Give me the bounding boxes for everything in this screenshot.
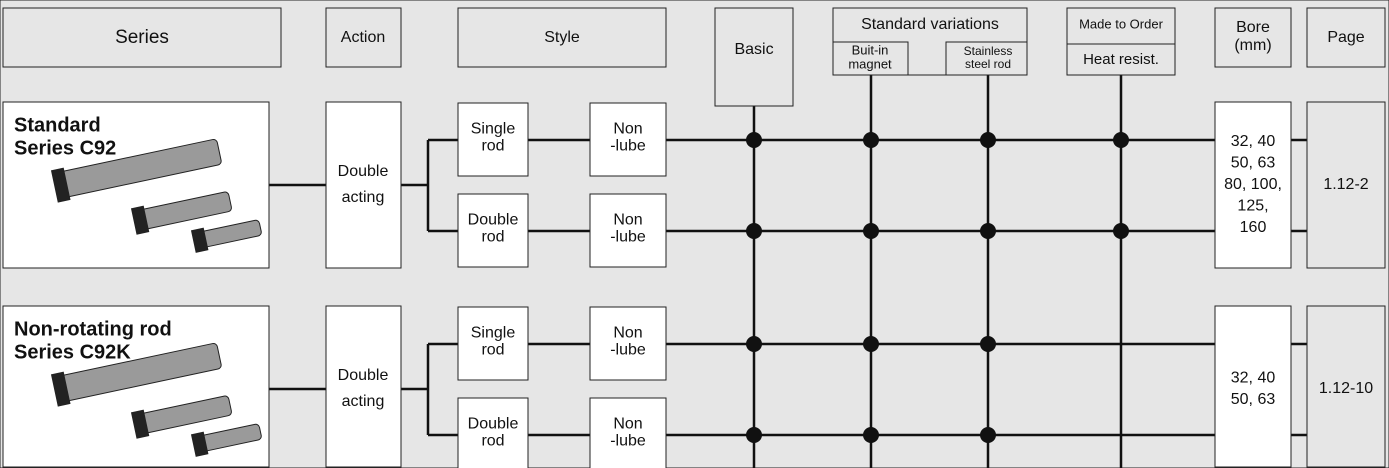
sub-header: Heat resist. [1083, 51, 1159, 68]
header-box [1214, 7, 1292, 68]
series-title: Non-rotating rod [14, 318, 172, 340]
header: Bore [1236, 19, 1270, 36]
header-box [325, 7, 402, 68]
bore-value: 32, 40 [1231, 369, 1276, 386]
availability-dot [863, 132, 879, 148]
style-label: rod [481, 138, 504, 155]
availability-dot [746, 427, 762, 443]
series-title: Series C92 [14, 137, 116, 159]
sub-header-box [832, 41, 909, 76]
lube-label: -lube [610, 433, 646, 450]
style-box [457, 397, 529, 468]
availability-dot [746, 336, 762, 352]
series-title: Standard [14, 114, 101, 136]
availability-dot [980, 427, 996, 443]
bore-value: 50, 63 [1231, 155, 1276, 172]
style-label: rod [481, 433, 504, 450]
page-ref: 1.12-2 [1323, 176, 1368, 193]
header-box [2, 7, 282, 68]
lube-label: Non [613, 325, 642, 342]
page-box [1306, 101, 1386, 269]
page-box [1306, 305, 1386, 468]
availability-dot [980, 132, 996, 148]
action-box [325, 305, 402, 468]
availability-dot [746, 132, 762, 148]
availability-dot [746, 223, 762, 239]
lube-label: -lube [610, 138, 646, 155]
availability-dot [980, 223, 996, 239]
availability-dot [863, 336, 879, 352]
header-box [1306, 7, 1386, 68]
cylinder-cap [130, 409, 150, 439]
header: Made to Order [1079, 16, 1163, 31]
sub-header: steel rod [965, 57, 1011, 71]
availability-dot [863, 223, 879, 239]
style-label: Double [468, 416, 519, 433]
lube-box [589, 306, 667, 381]
lube-box [589, 193, 667, 268]
action-label: acting [342, 189, 385, 206]
action-box [325, 101, 402, 269]
action-label: Double [338, 163, 389, 180]
header: Page [1327, 29, 1364, 46]
style-box [457, 193, 529, 268]
header: Series [115, 27, 169, 48]
action-label: acting [342, 393, 385, 410]
sub-header-box [945, 41, 1028, 76]
sub-header-box [1066, 43, 1176, 76]
lube-label: Non [613, 416, 642, 433]
header: Standard variations [861, 16, 999, 33]
bracket [401, 342, 458, 437]
cylinder-cap [130, 205, 150, 235]
style-label: rod [481, 342, 504, 359]
header: Action [341, 29, 385, 46]
availability-dot [1113, 132, 1129, 148]
header-box [457, 7, 667, 68]
sub-header: magnet [848, 56, 892, 71]
sub-header: Buit-in [852, 42, 889, 57]
bore-value: 50, 63 [1231, 391, 1276, 408]
cylinder-cap [190, 431, 209, 457]
bore-box [1214, 101, 1292, 269]
style-label: Single [471, 325, 516, 342]
availability-dot [980, 336, 996, 352]
cylinder-cap [50, 167, 71, 203]
style-label: rod [481, 229, 504, 246]
style-box [457, 102, 529, 177]
series-title: Series C92K [14, 341, 131, 363]
lube-box [589, 397, 667, 468]
cylinder-cap [50, 371, 71, 407]
availability-dot [1113, 223, 1129, 239]
bore-value: 80, 100, [1224, 176, 1282, 193]
cylinder-cap [190, 227, 209, 253]
header: (mm) [1234, 37, 1271, 54]
bore-value: 160 [1240, 219, 1267, 236]
bore-box [1214, 305, 1292, 468]
bracket [401, 138, 458, 233]
header: Basic [734, 41, 773, 58]
action-label: Double [338, 367, 389, 384]
lube-label: -lube [610, 342, 646, 359]
header: Style [544, 29, 580, 46]
lube-label: Non [613, 212, 642, 229]
header-box [714, 7, 794, 107]
lube-label: -lube [610, 229, 646, 246]
lube-label: Non [613, 121, 642, 138]
availability-dot [863, 427, 879, 443]
style-label: Double [468, 212, 519, 229]
bore-value: 125, [1237, 198, 1268, 215]
lube-box [589, 102, 667, 177]
page-ref: 1.12-10 [1319, 380, 1373, 397]
bore-value: 32, 40 [1231, 133, 1276, 150]
sub-header: Stainless [964, 44, 1013, 58]
style-box [457, 306, 529, 381]
style-label: Single [471, 121, 516, 138]
